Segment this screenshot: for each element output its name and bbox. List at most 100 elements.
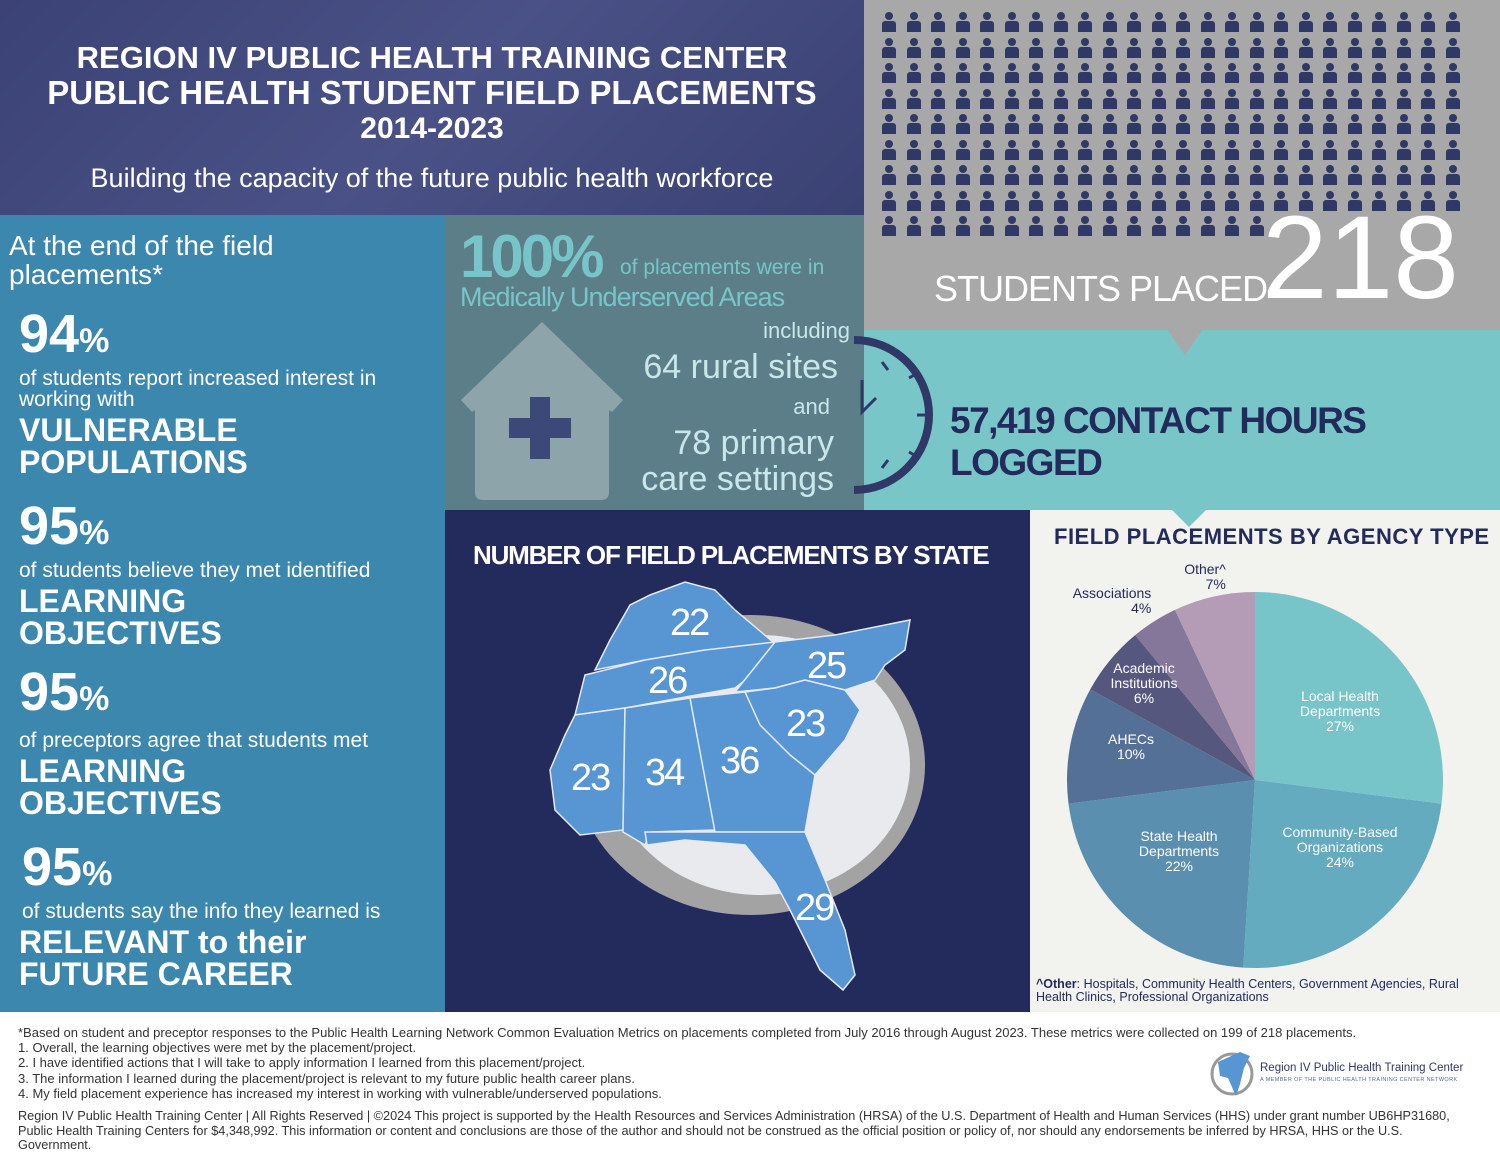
person-icon: [881, 139, 897, 160]
person-icon: [1420, 63, 1436, 83]
person-icon: [1200, 190, 1216, 211]
stat-emphasis: RELEVANT to their FUTURE CAREER: [19, 924, 307, 992]
person-icon: [1322, 37, 1338, 58]
footnote-line: *Based on student and preceptor response…: [18, 1025, 1357, 1040]
person-icon: [1273, 190, 1289, 211]
person-icon: [955, 190, 971, 211]
person-icon: [1445, 12, 1461, 32]
person-icon: [1420, 114, 1436, 134]
pie-slice-academic-institutions: [1090, 635, 1255, 780]
person-icon: [1420, 37, 1436, 58]
outcomes-panel: At the end of the field placements* 94% …: [0, 215, 445, 1012]
person-icon: [930, 63, 946, 83]
person-icon: [881, 12, 897, 32]
person-icon: [1445, 165, 1461, 185]
person-icon: [1053, 139, 1069, 160]
person-icon: [1249, 139, 1265, 160]
person-icon: [1028, 139, 1044, 160]
footnotes: *Based on student and preceptor response…: [18, 1025, 1356, 1101]
person-icon: [1224, 190, 1240, 211]
person-icon: [1420, 88, 1436, 109]
contact-hours-band: [854, 330, 1500, 510]
person-icon: [1322, 63, 1338, 83]
stat-pct: 95: [19, 496, 80, 556]
outcome-stat-3: 95% of preceptors agree that students me…: [19, 665, 419, 819]
person-icon: [1004, 190, 1020, 211]
person-icon: [955, 12, 971, 32]
stat-unit: %: [79, 514, 110, 552]
person-icon: [1224, 165, 1240, 185]
person-icon: [1102, 114, 1118, 134]
and-label: and: [793, 394, 830, 419]
pie-slice-associations: [1135, 609, 1255, 780]
person-icon: [1077, 165, 1093, 185]
stat-desc: of students believe they met identified: [19, 559, 371, 582]
pie-label-other: Other^ 7%: [1184, 561, 1226, 592]
person-icon: [1102, 63, 1118, 83]
person-icon: [979, 88, 995, 109]
person-icon: [1200, 12, 1216, 32]
person-icon: [1077, 114, 1093, 134]
person-icon: [1126, 114, 1142, 134]
person-icon: [881, 37, 897, 58]
person-icon: [1004, 216, 1020, 236]
person-icon: [1028, 165, 1044, 185]
person-icon: [1004, 165, 1020, 185]
agency-pie-chart: [1067, 592, 1443, 968]
logo-name: Region IV Public Health Training Center: [1260, 1062, 1464, 1074]
person-icon: [906, 37, 922, 58]
person-icon: [906, 88, 922, 109]
person-icon: [1273, 114, 1289, 134]
person-icon: [1298, 165, 1314, 185]
person-icon: [1273, 63, 1289, 83]
person-icon: [1126, 139, 1142, 160]
pie-footnote: ^Other: Hospitals, Community Health Cent…: [1036, 977, 1459, 1004]
person-icon: [930, 216, 946, 236]
legal-notice: Region IV Public Health Training Center …: [18, 1109, 1450, 1152]
stat-pct: 94: [19, 304, 80, 364]
person-icon: [1151, 114, 1167, 134]
person-icon: [1126, 63, 1142, 83]
stat-unit: %: [82, 855, 113, 893]
person-icon: [1371, 37, 1387, 58]
person-icon: [906, 216, 922, 236]
person-icon: [930, 37, 946, 58]
person-icon: [1053, 216, 1069, 236]
person-icon: [1224, 12, 1240, 32]
region-iv-map: [549, 581, 925, 992]
person-icon: [1200, 216, 1216, 236]
person-icon: [1273, 139, 1289, 160]
person-icon: [1151, 37, 1167, 58]
pie-label-local: Local Health Departments 27%: [1299, 688, 1381, 734]
person-icon: [1102, 165, 1118, 185]
person-icon: [1249, 190, 1265, 211]
person-icon: [979, 114, 995, 134]
person-icon: [881, 190, 897, 211]
footnote-line: 2. I have identified actions that I will…: [18, 1055, 586, 1071]
stat-emphasis: VULNERABLE POPULATIONS: [19, 412, 248, 480]
person-icon: [1371, 12, 1387, 32]
state-florida: [644, 831, 856, 992]
state-value-georgia: 36: [720, 740, 760, 782]
person-icon: [955, 63, 971, 83]
person-icon: [1004, 139, 1020, 160]
pointer-arrow: [1170, 508, 1208, 527]
person-icon: [979, 12, 995, 32]
person-icon: [1053, 12, 1069, 32]
person-icon: [1151, 88, 1167, 109]
footnote-line: 3. The information I learned during the …: [18, 1070, 635, 1086]
person-icon: [1224, 88, 1240, 109]
person-icon: [1053, 88, 1069, 109]
person-icon: [1249, 63, 1265, 83]
state-value-north-carolina: 25: [807, 645, 847, 687]
person-icon: [881, 114, 897, 134]
pie-slice-ahecs: [1067, 689, 1255, 804]
person-icon: [1077, 37, 1093, 58]
person-icon: [930, 88, 946, 109]
pie-slice-local-health-departments: [1255, 592, 1443, 804]
state-map-panel: [445, 510, 1030, 1012]
person-icon: [1175, 37, 1191, 58]
map-title: NUMBER OF FIELD PLACEMENTS BY STATE: [473, 540, 990, 570]
pie-label-community: Community-Based Organizations 24%: [1282, 824, 1398, 870]
person-icon: [1371, 63, 1387, 83]
